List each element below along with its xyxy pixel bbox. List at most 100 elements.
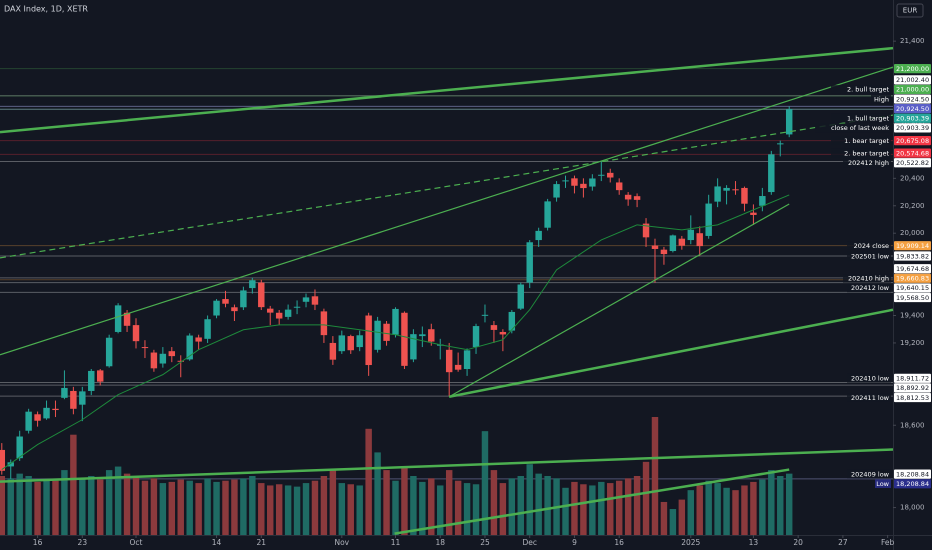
candle-body <box>338 335 346 352</box>
currency[interactable]: EUR <box>903 7 918 15</box>
candle-body <box>410 334 417 360</box>
candle-body <box>150 352 158 369</box>
candle-body <box>159 353 167 364</box>
volume-bar <box>374 452 381 535</box>
volume-bar <box>70 434 77 535</box>
volume-bar <box>598 481 605 535</box>
volume-bar <box>472 484 480 535</box>
volume-bar <box>392 480 399 535</box>
level-text: 202412 low <box>851 284 890 292</box>
price-label-box <box>894 75 931 85</box>
volume-bar <box>267 485 274 535</box>
level-text-box <box>875 479 891 489</box>
price-label-box <box>894 84 931 95</box>
volume-bar <box>96 479 104 535</box>
price-label-box <box>894 63 931 74</box>
x-tick-label: 16 <box>33 538 43 547</box>
plot-area <box>0 46 894 535</box>
level-text-box <box>831 148 891 158</box>
candle-body <box>34 414 41 421</box>
level-text-box <box>847 283 891 293</box>
y-tick-label: 18,000 <box>900 504 925 512</box>
candle-body <box>750 212 757 215</box>
price-label: 18,892.92 <box>896 384 929 392</box>
level-text: 202411 low <box>851 394 890 402</box>
volume-bar <box>275 484 283 535</box>
x-tick-label: Dec <box>522 538 537 547</box>
volume-bar <box>204 478 211 535</box>
y-tick-label: 21,400 <box>900 37 925 45</box>
x-tick-label: 20 <box>793 538 803 547</box>
candle-body <box>705 203 712 236</box>
candle-body <box>562 180 569 182</box>
price-label: 19,909.14 <box>896 242 929 250</box>
level-text: 2. bull target <box>847 86 889 94</box>
price-label-box <box>894 135 931 146</box>
level-text-box <box>847 393 891 402</box>
x-tick-label: 9 <box>572 538 577 547</box>
price-label-box <box>894 94 931 104</box>
volume-bar <box>347 484 354 535</box>
price-label-box <box>894 264 931 274</box>
candle-body <box>678 238 686 246</box>
candle-body <box>589 178 596 187</box>
candle-body <box>52 408 59 411</box>
volume-bar <box>714 483 721 535</box>
level-text: 202501 low <box>851 252 890 260</box>
level-text-box <box>831 113 891 123</box>
candle-body <box>696 233 703 247</box>
candle-body <box>499 331 507 335</box>
price-label: 19,640.15 <box>896 284 929 292</box>
y-tick-label: 20,200 <box>900 202 925 210</box>
price-label-box <box>894 113 931 123</box>
volume-bar <box>7 478 14 535</box>
volume-bar <box>88 476 95 535</box>
volume-bar <box>320 476 328 535</box>
volume-bar <box>114 466 122 535</box>
price-label-box <box>894 148 931 158</box>
volume-bar <box>365 428 372 535</box>
volume-bar <box>660 501 668 535</box>
chart-title: DAX Index, 1D, XETR <box>4 5 88 14</box>
candle-body <box>517 284 524 309</box>
level-text-box <box>815 123 891 133</box>
price-label: 19,833.82 <box>896 252 929 260</box>
trend-line <box>0 448 894 483</box>
price-label: 20,924.50 <box>896 105 929 113</box>
level-text: 2. bear target <box>844 149 889 157</box>
candle-body <box>777 143 784 145</box>
candle-body <box>633 196 641 200</box>
volume-bar <box>768 470 775 535</box>
level-text: 202409 low <box>851 470 890 478</box>
currency-box[interactable] <box>896 3 924 18</box>
volume-bar <box>79 478 86 535</box>
volume-bar <box>741 485 748 535</box>
x-tick-label: 11 <box>391 538 401 547</box>
price-label: 21,002.40 <box>896 76 929 84</box>
volume-bar <box>607 483 614 535</box>
level-text-box <box>843 158 891 168</box>
x-tick-label: Feb <box>881 538 895 547</box>
level-text: 202410 high <box>848 275 889 283</box>
price-label-box <box>894 273 931 283</box>
y-tick-label: 19,400 <box>900 312 925 320</box>
candle-body <box>96 370 104 382</box>
candle-body <box>580 183 587 189</box>
price-label-box <box>894 292 931 303</box>
candle-body <box>114 305 122 332</box>
x-tick-label: 23 <box>78 538 88 547</box>
volume-bar <box>150 478 158 535</box>
volume-bar <box>168 481 176 535</box>
candle-body <box>213 300 220 316</box>
candle-body <box>472 326 480 348</box>
volume-bar <box>732 490 739 535</box>
volume-bar <box>669 509 677 535</box>
candle-body <box>445 349 453 373</box>
price-label: 20,675.08 <box>896 137 929 145</box>
level-text: 202412 high <box>848 159 889 167</box>
price-label-box <box>894 104 931 114</box>
candle-body <box>598 174 605 176</box>
candle-body <box>320 311 328 336</box>
volume-bar <box>52 480 59 535</box>
